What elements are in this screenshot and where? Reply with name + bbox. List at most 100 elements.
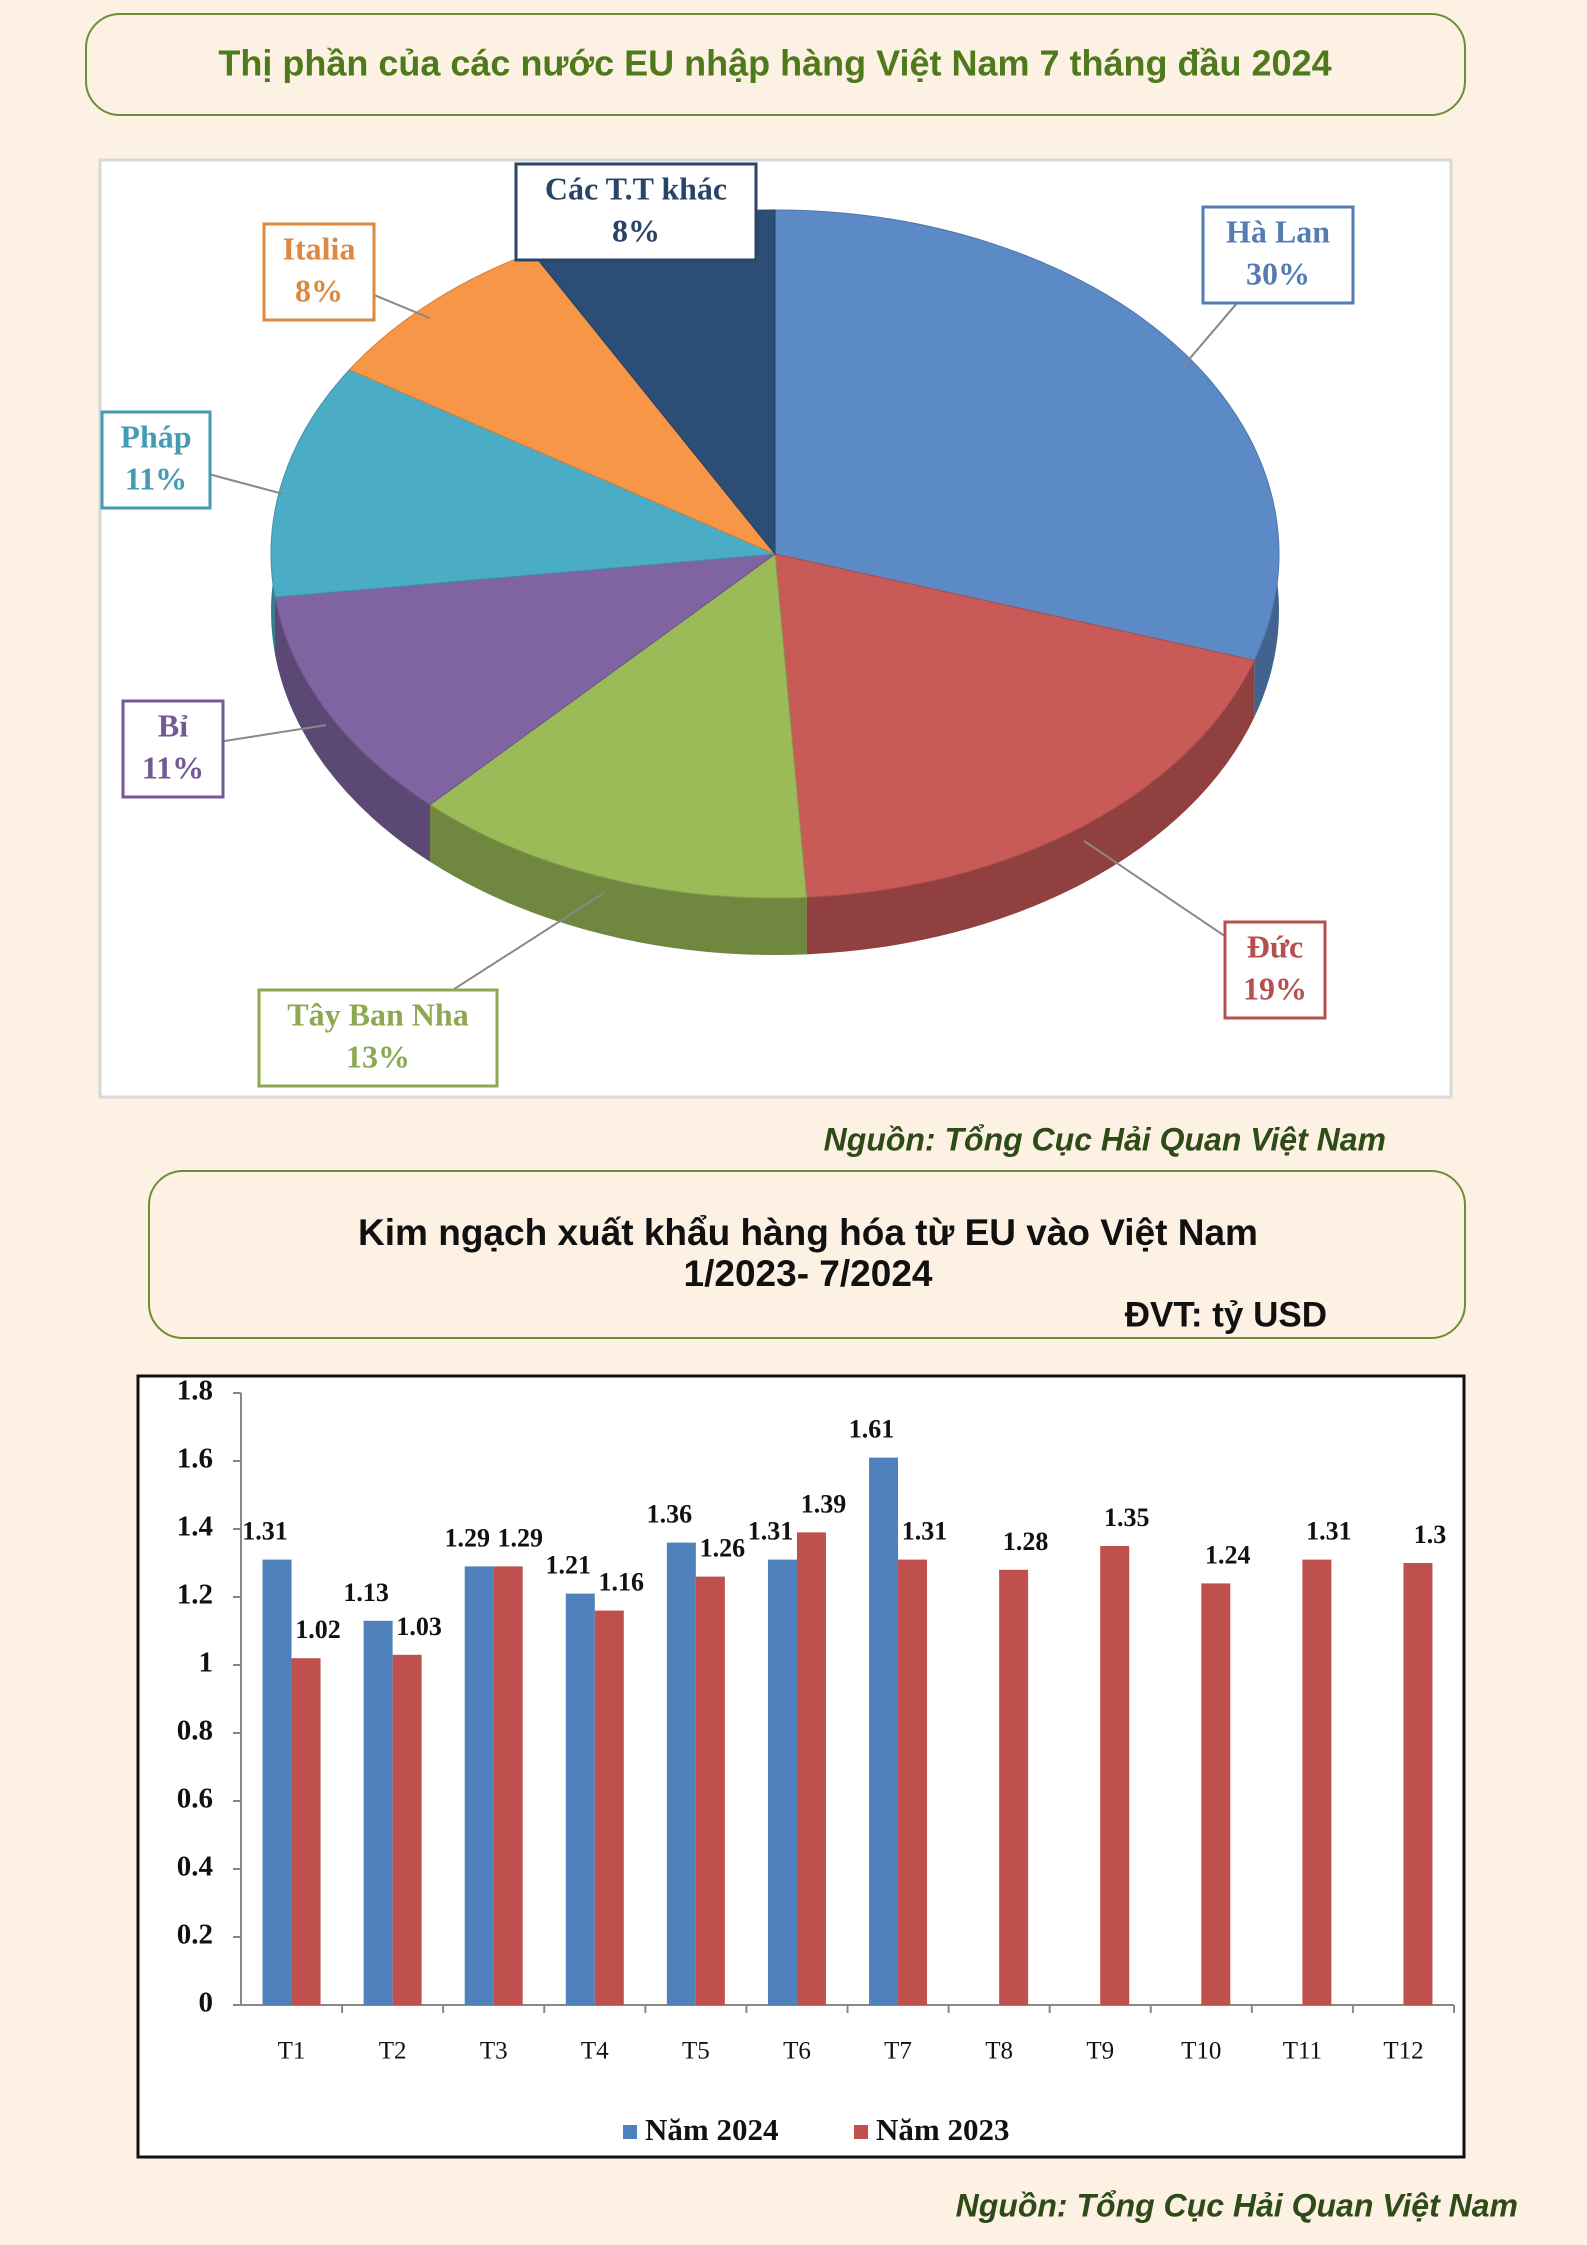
label-box <box>514 162 758 262</box>
slice-label: Các T.T khác <box>545 170 727 206</box>
data-label: 1.31 <box>1306 1517 1352 1546</box>
data-label: 1.29 <box>497 1523 543 1552</box>
slice <box>429 553 808 899</box>
x-tick-label: T8 <box>985 2038 1013 2065</box>
source: Nguồn: Tổng Cục Hải Quan Việt Nam <box>956 2187 1518 2223</box>
legend-swatch <box>854 2125 868 2139</box>
slice-value-label: 8% <box>612 212 660 248</box>
bar <box>898 1559 928 2005</box>
bar <box>666 1542 696 2005</box>
label-box <box>1201 205 1355 305</box>
source: Nguồn: Tổng Cục Hải Quan Việt Nam <box>824 1121 1386 1157</box>
slice <box>274 553 777 806</box>
data-label: 1.3 <box>1414 1520 1447 1549</box>
bar <box>464 1566 494 2005</box>
label-box <box>100 410 212 510</box>
bar-title: Kim ngạch xuất khẩu hàng hóa từ EU vào V… <box>358 1212 1258 1253</box>
data-label: 1.31 <box>242 1517 288 1546</box>
data-label: 1.03 <box>396 1612 442 1641</box>
slice-value-label: 8% <box>295 272 343 308</box>
label-box <box>262 222 376 322</box>
y-tick-label: 0.4 <box>177 1851 213 1883</box>
label-box <box>1223 920 1327 1020</box>
bar <box>262 1559 292 2005</box>
slice-side <box>806 660 1255 955</box>
bar-chart: 0 0.2 0.4 0.6 0.8 1 1.2 1.4 1.6 1.8 T1 1.31 1.02 T2 1.… <box>177 1375 1455 2147</box>
y-tick-label: 0.2 <box>177 1919 213 1951</box>
slice-value-label: 30% <box>1246 255 1310 291</box>
data-label: 1.31 <box>902 1517 948 1546</box>
title-box <box>85 13 1466 116</box>
pie-chart: Hà Lan 30% Đức 19% Tây Ban Nha 13% Bỉ 11% Pháp 11… <box>100 162 1355 1088</box>
slice <box>774 553 1256 898</box>
slice-side <box>274 597 430 862</box>
data-label: 1.26 <box>700 1534 746 1563</box>
data-label: 1.29 <box>444 1523 490 1552</box>
slice <box>774 209 1280 661</box>
slice-label: Bỉ <box>158 707 188 743</box>
x-tick-label: T5 <box>682 2038 710 2065</box>
x-tick-label: T6 <box>783 2038 811 2065</box>
y-tick-label: 0.8 <box>177 1715 213 1747</box>
slice-value-label: 11% <box>125 460 187 496</box>
bar <box>767 1559 797 2005</box>
data-label: 1.21 <box>546 1551 592 1580</box>
slice-value-label: 19% <box>1243 970 1307 1006</box>
label-box <box>257 988 499 1088</box>
bar <box>392 1654 422 2005</box>
y-tick-label: 0.6 <box>177 1783 213 1815</box>
data-label: 1.36 <box>647 1500 693 1529</box>
title-box <box>148 1170 1466 1339</box>
data-label: 1.61 <box>849 1415 895 1444</box>
slice-value-label: 13% <box>346 1038 410 1074</box>
y-tick-label: 1.2 <box>177 1579 213 1611</box>
slice <box>270 369 776 598</box>
x-tick-label: T9 <box>1086 2038 1114 2065</box>
slice-side <box>429 804 807 955</box>
x-tick-label: T12 <box>1383 2038 1423 2065</box>
bar-subtitle: 1/2023- 7/2024 <box>684 1253 933 1294</box>
slice-value-label: 11% <box>142 749 204 785</box>
bar <box>1201 1583 1231 2005</box>
data-label: 1.28 <box>1003 1527 1049 1556</box>
slice-label: Tây Ban Nha <box>287 996 468 1032</box>
legend-label: Năm 2023 <box>876 2112 1009 2147</box>
bar <box>869 1457 899 2005</box>
data-label: 1.02 <box>295 1615 341 1644</box>
bar <box>695 1576 725 2005</box>
slice-label: Đức <box>1247 928 1304 964</box>
data-label: 1.13 <box>343 1578 389 1607</box>
y-tick-label: 1 <box>199 1647 214 1679</box>
x-tick-label: T1 <box>278 2038 306 2065</box>
x-tick-label: T11 <box>1283 2038 1322 2065</box>
y-tick-label: 1.4 <box>177 1511 213 1543</box>
slice-label: Hà Lan <box>1226 213 1330 249</box>
bar <box>363 1620 393 2005</box>
y-tick-label: 0 <box>199 1987 214 2019</box>
label-box <box>121 699 225 799</box>
legend-label: Năm 2024 <box>645 2112 778 2147</box>
data-label: 1.24 <box>1205 1540 1251 1569</box>
bar <box>594 1610 624 2005</box>
x-tick-label: T10 <box>1181 2038 1221 2065</box>
slice-label: Italia <box>283 230 356 266</box>
legend-swatch <box>623 2125 637 2139</box>
bar <box>291 1658 321 2005</box>
x-tick-label: T7 <box>884 2038 912 2065</box>
pie-title: Thị phần của các nước EU nhập hàng Việt … <box>218 43 1331 84</box>
y-tick-label: 1.8 <box>177 1375 213 1407</box>
slice-label: Pháp <box>120 418 191 454</box>
bar <box>1403 1563 1433 2005</box>
bar <box>999 1569 1029 2005</box>
data-label: 1.35 <box>1104 1503 1150 1532</box>
x-tick-label: T2 <box>379 2038 407 2065</box>
bar <box>565 1593 595 2005</box>
data-label: 1.39 <box>801 1489 847 1518</box>
bar <box>1100 1546 1130 2005</box>
data-label: 1.31 <box>748 1517 794 1546</box>
bar <box>1302 1559 1332 2005</box>
bar <box>796 1532 826 2005</box>
data-label: 1.16 <box>599 1568 645 1597</box>
